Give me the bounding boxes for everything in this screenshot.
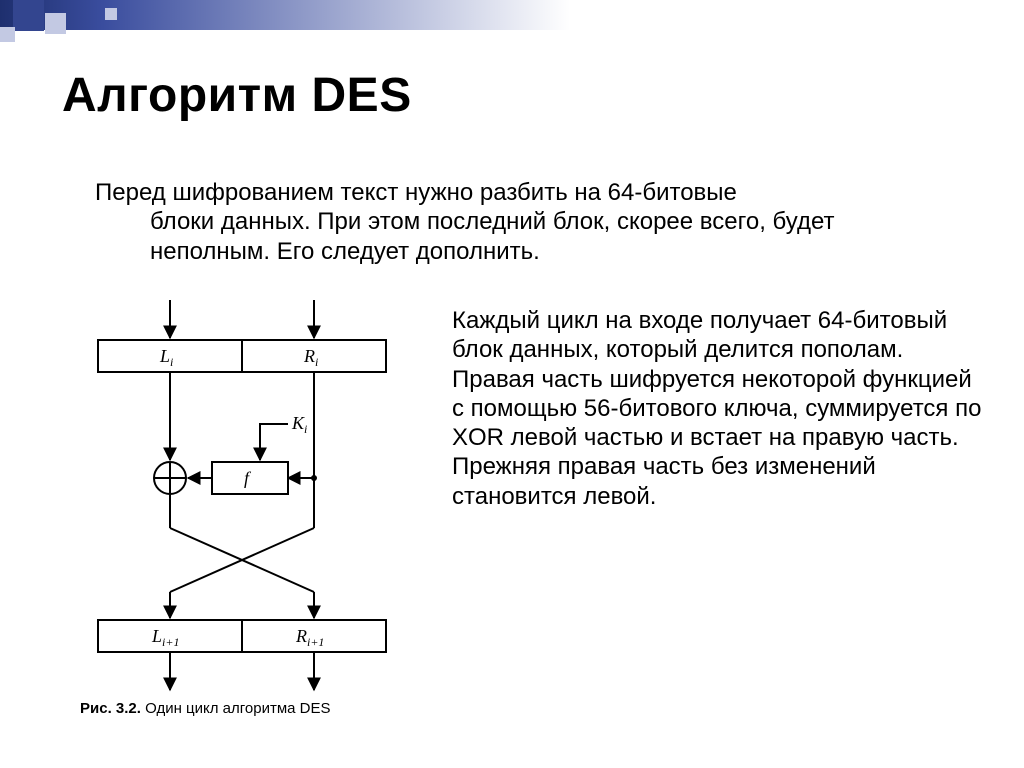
caption-figure-number: Рис. 3.2. <box>80 700 141 717</box>
deco-square <box>45 13 66 34</box>
des-round-diagram: Li Ri Ki f Li+1 Ri+1 <box>60 296 408 716</box>
intro-line1: Перед шифрованием текст нужно разбить на… <box>95 179 737 206</box>
intro-paragraph: Перед шифрованием текст нужно разбить на… <box>95 178 915 266</box>
slide-title: Алгоритм DES <box>62 68 412 123</box>
body-paragraph: Каждый цикл на входе получает 64-битовый… <box>452 306 982 511</box>
corner-decoration <box>0 0 150 55</box>
label-Ki: Ki <box>291 413 307 436</box>
deco-square <box>0 27 15 42</box>
deco-square <box>105 8 117 20</box>
diagram-caption: Рис. 3.2. Один цикл алгоритма DES <box>80 700 330 717</box>
caption-text: Один цикл алгоритма DES <box>141 700 331 717</box>
intro-rest: блоки данных. При этом последний блок, с… <box>95 207 915 266</box>
deco-square <box>13 0 44 31</box>
